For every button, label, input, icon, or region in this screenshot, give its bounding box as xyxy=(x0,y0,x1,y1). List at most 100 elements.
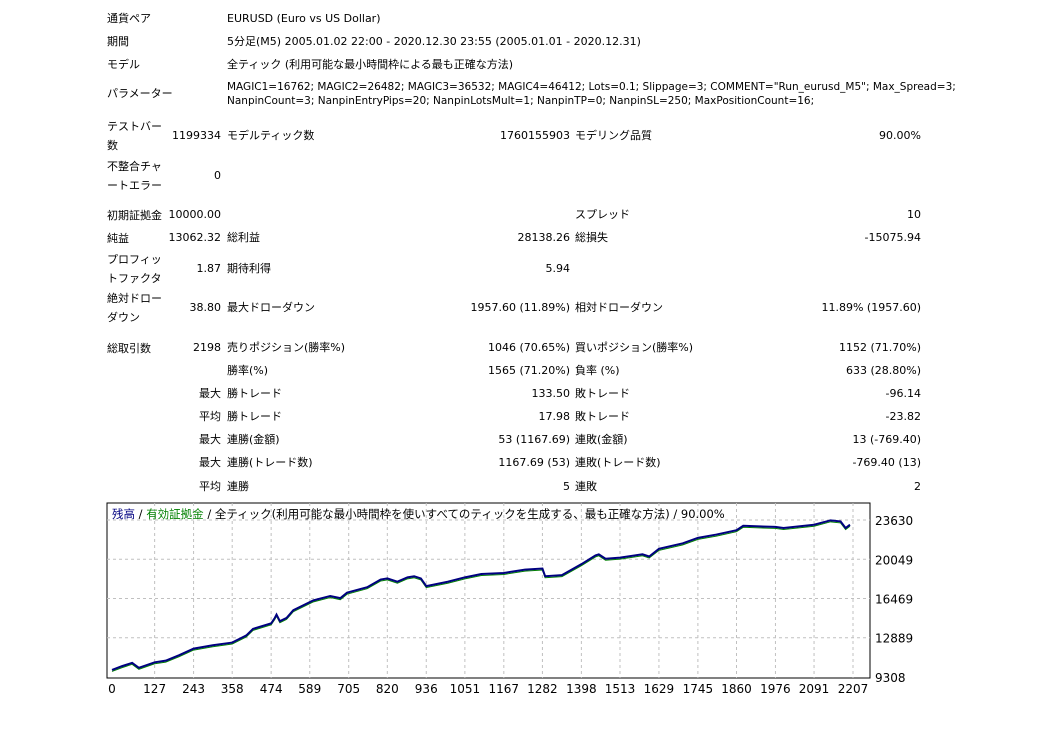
stat-label-b: 売りポジション(勝率%) xyxy=(227,341,346,354)
stat-value-b: 5.94 xyxy=(545,262,571,275)
stat-value-c: 1152 (71.70%) xyxy=(838,341,921,354)
stat-value-a: 10000.00 xyxy=(168,208,222,221)
stat-label-c: 買いポジション(勝率%) xyxy=(575,341,694,354)
stat-label-b: 連勝(トレード数) xyxy=(227,456,313,469)
x-tick-label: 358 xyxy=(221,682,244,696)
stat-value-a: 1199334 xyxy=(172,129,221,142)
plot-area xyxy=(106,502,871,679)
stat-value-c: -23.82 xyxy=(885,410,921,423)
y-tick-label: 20049 xyxy=(875,553,913,567)
x-tick-label: 1629 xyxy=(644,682,675,696)
stat-value-b: 1167.69 (53) xyxy=(498,456,570,469)
stat-value-a: 最大 xyxy=(199,456,221,469)
x-tick-label: 705 xyxy=(337,682,360,696)
stat-label-b: モデルティック数 xyxy=(227,129,315,142)
model-value: 全ティック (利用可能な最小時間枠による最も正確な方法) xyxy=(227,58,514,71)
stat-value-b: 133.50 xyxy=(531,387,571,400)
stat-label-b: 勝トレード xyxy=(227,410,282,423)
stat-value-c: 11.89% (1957.60) xyxy=(821,301,921,314)
stat-label-c: 総損失 xyxy=(575,231,608,244)
params-label: パラメーター xyxy=(107,87,173,100)
stat-value-a: 最大 xyxy=(199,387,221,400)
stat-value-b: 1046 (70.65%) xyxy=(487,341,570,354)
stat-label-a: 不整合チャートエラー xyxy=(107,160,162,192)
x-tick-label: 1976 xyxy=(760,682,791,696)
stat-value-b: 53 (1167.69) xyxy=(498,433,570,446)
x-tick-label: 589 xyxy=(298,682,321,696)
stat-label-c: 敗トレード xyxy=(575,387,630,400)
stat-value-b: 1957.60 (11.89%) xyxy=(470,301,570,314)
stat-label-c: 敗トレード xyxy=(575,410,630,423)
x-tick-label: 1167 xyxy=(489,682,520,696)
stat-label-c: 負率 (%) xyxy=(575,364,620,377)
model-label: モデル xyxy=(107,58,140,71)
period-label: 期間 xyxy=(107,35,129,48)
stat-value-c: -769.40 (13) xyxy=(852,456,921,469)
x-tick-label: 2091 xyxy=(799,682,830,696)
stat-value-a: 0 xyxy=(214,169,221,182)
legend-balance: 残高 xyxy=(112,507,135,521)
stat-label-b: 連勝 xyxy=(227,480,249,493)
params-line-2: NanpinCount=3; NanpinEntryPips=20; Nanpi… xyxy=(227,95,815,107)
stat-value-c: 633 (28.80%) xyxy=(845,364,921,377)
x-tick-label: 2207 xyxy=(838,682,869,696)
x-tick-label: 0 xyxy=(108,682,116,696)
x-tick-label: 1398 xyxy=(566,682,597,696)
x-tick-label: 820 xyxy=(376,682,399,696)
stat-value-b: 1760155903 xyxy=(500,129,570,142)
legend-sep: / xyxy=(135,507,147,521)
x-tick-label: 1745 xyxy=(683,682,714,696)
stat-label-b: 勝トレード xyxy=(227,387,282,400)
stat-label-b: 勝率(%) xyxy=(227,364,269,377)
legend-description: / 全ティック(利用可能な最小時間枠を使いすべてのティックを生成する、最も正確な… xyxy=(203,507,725,521)
stat-value-a: 最大 xyxy=(199,433,221,446)
stat-label-c: 相対ドローダウン xyxy=(575,301,663,314)
x-tick-label: 474 xyxy=(260,682,283,696)
y-tick-label: 9308 xyxy=(875,671,906,685)
stat-value-b: 17.98 xyxy=(538,410,571,423)
y-tick-label: 12889 xyxy=(875,632,913,646)
pair-label: 通貨ペア xyxy=(107,12,151,25)
x-tick-label: 127 xyxy=(143,682,166,696)
stat-label-a: 初期証拠金 xyxy=(107,209,162,222)
stat-label-c: 連敗 xyxy=(575,480,597,493)
stat-value-b: 1565 (71.20%) xyxy=(487,364,570,377)
y-tick-label: 23630 xyxy=(875,514,913,528)
pair-value: EURUSD (Euro vs US Dollar) xyxy=(227,12,381,25)
x-tick-label: 936 xyxy=(415,682,438,696)
stat-label-a: テストバー数 xyxy=(107,120,162,152)
balance-line xyxy=(111,519,851,671)
x-tick-label: 1051 xyxy=(450,682,481,696)
legend-equity: 有効証拠金 xyxy=(146,507,204,521)
stat-value-a: 平均 xyxy=(199,410,221,423)
x-tick-label: 1282 xyxy=(527,682,558,696)
stat-label-b: 連勝(金額) xyxy=(227,433,280,446)
stat-value-a: 平均 xyxy=(199,480,221,493)
stat-value-a: 38.80 xyxy=(189,301,222,314)
params-line-1: MAGIC1=16762; MAGIC2=26482; MAGIC3=36532… xyxy=(227,81,956,93)
stat-value-c: 2 xyxy=(914,480,921,493)
stat-label-b: 最大ドローダウン xyxy=(227,301,315,314)
stat-label-c: スプレッド xyxy=(575,208,630,221)
stat-value-b: 28138.26 xyxy=(517,231,571,244)
stat-label-a: 絶対ドローダウン xyxy=(107,292,162,324)
y-tick-label: 16469 xyxy=(875,593,913,607)
stat-value-c: 90.00% xyxy=(879,129,921,142)
stat-label-a: 純益 xyxy=(107,232,129,245)
chart-legend: 残高 / 有効証拠金 / 全ティック(利用可能な最小時間枠を使いすべてのティック… xyxy=(112,506,725,522)
stat-value-a: 13062.32 xyxy=(168,231,222,244)
stat-value-a: 1.87 xyxy=(196,262,222,275)
stat-value-c: 13 (-769.40) xyxy=(852,433,921,446)
x-tick-label: 1513 xyxy=(605,682,636,696)
stat-value-c: -96.14 xyxy=(885,387,921,400)
stat-value-c: 10 xyxy=(907,208,921,221)
stat-label-b: 総利益 xyxy=(227,231,260,244)
stat-label-b: 期待利得 xyxy=(227,262,271,275)
stat-label-c: 連敗(トレード数) xyxy=(575,456,661,469)
stat-label-c: モデリング品質 xyxy=(575,129,652,142)
x-tick-label: 1860 xyxy=(721,682,752,696)
period-value: 5分足(M5) 2005.01.02 22:00 - 2020.12.30 23… xyxy=(227,35,641,48)
stat-label-a: プロフィットファクタ xyxy=(107,253,162,285)
stat-value-a: 2198 xyxy=(193,341,221,354)
